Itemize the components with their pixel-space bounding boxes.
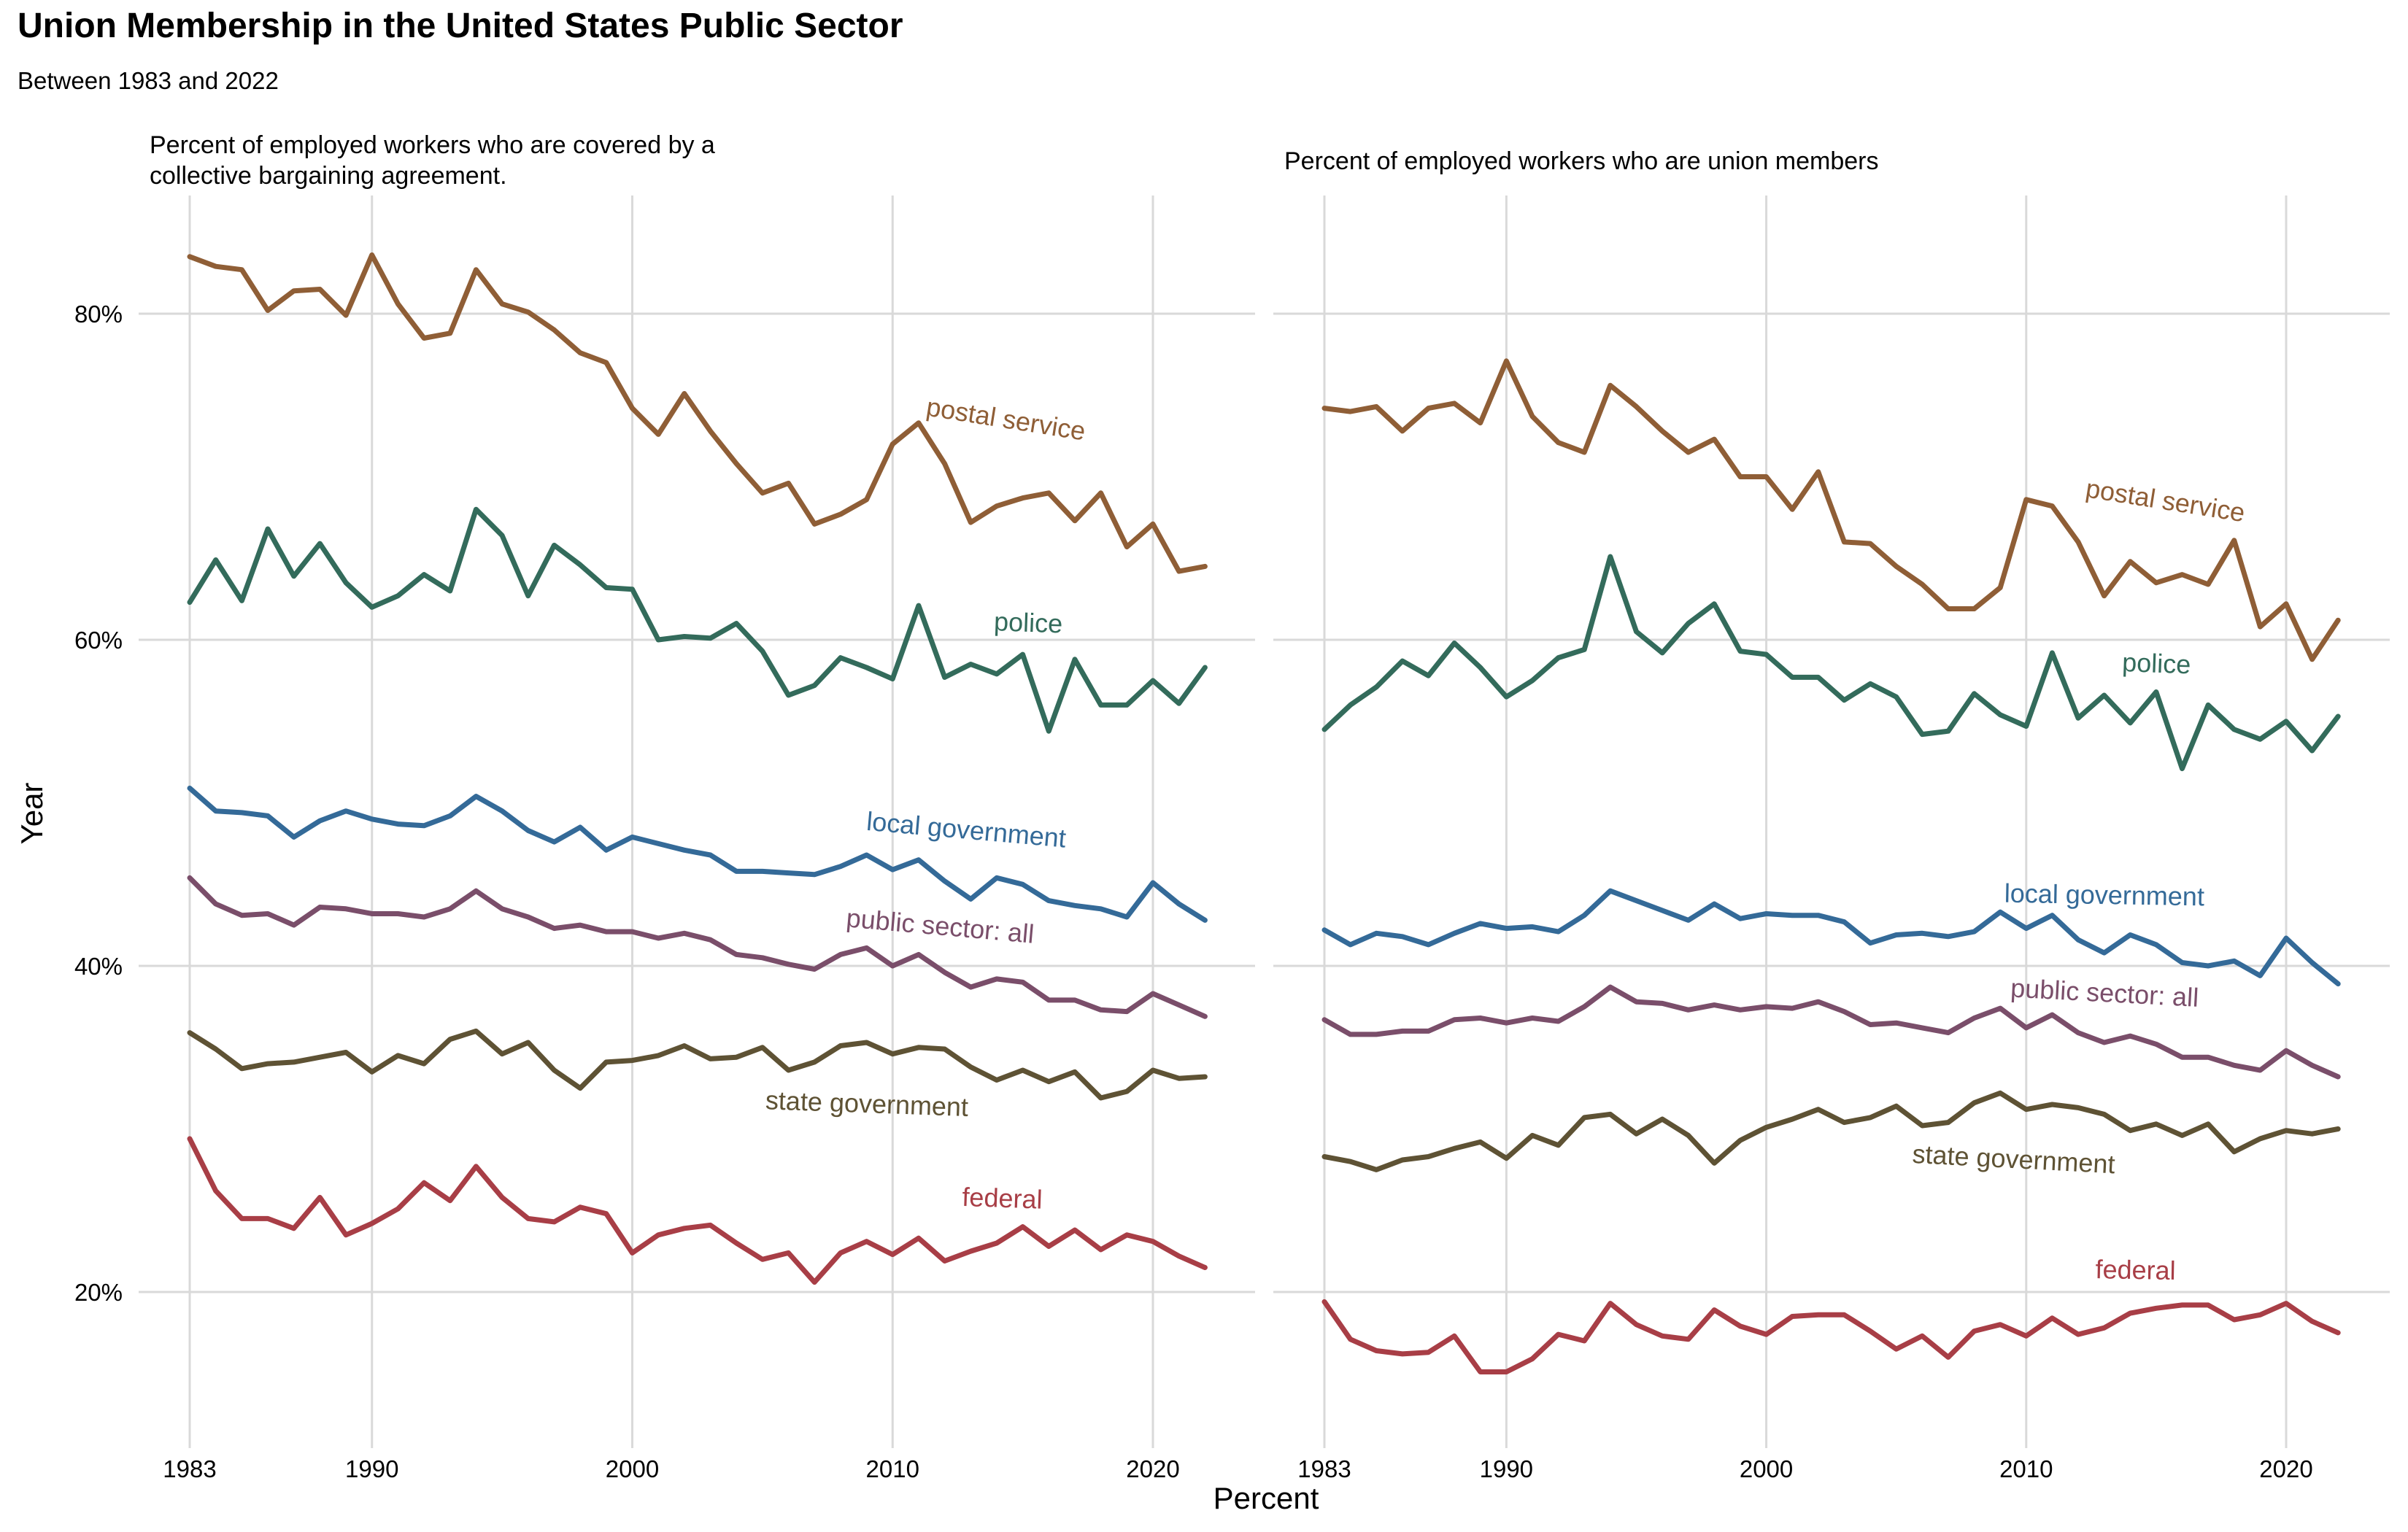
series-label: federal [962, 1182, 1043, 1215]
panel-title: Percent of employed workers who are unio… [1284, 147, 1879, 175]
series-label: local government [2004, 878, 2204, 912]
y-tick-label: 60% [74, 627, 123, 654]
x-tick-label: 2020 [1126, 1455, 1179, 1482]
series-line [1321, 1299, 2341, 1374]
series-label: public sector: all [845, 902, 1035, 948]
chart-subtitle: Between 1983 and 2022 [18, 67, 279, 94]
series-line [187, 785, 1208, 923]
y-axis-title: Year [15, 783, 49, 845]
series-label: police [993, 606, 1062, 638]
series-line [1321, 888, 2341, 987]
y-axis: 20% 40% 60% 80% [74, 301, 123, 1306]
x-tick-label: 1983 [163, 1455, 216, 1482]
panel-union-members: 1983 1990 2000 2010 2020 Percent of employed … [1273, 147, 2390, 1482]
chart-title: Union Membership in the United States Pu… [18, 7, 903, 45]
series-label: state government [765, 1085, 968, 1122]
series-label: federal [2095, 1254, 2176, 1285]
series-line [187, 1028, 1208, 1101]
series-label: public sector: all [2010, 972, 2199, 1012]
panel-title: Percent of employed workers who are cove… [150, 131, 715, 190]
x-tick-label: 2010 [866, 1455, 919, 1482]
series-label: police [2122, 647, 2191, 679]
panel-collective-bargaining: 1983 1990 2000 2010 2020 Percent of employed … [139, 131, 1255, 1482]
series-line [187, 252, 1208, 574]
y-tick-label: 80% [74, 301, 123, 328]
y-tick-label: 20% [74, 1279, 123, 1306]
series-label: postal service [2084, 473, 2247, 527]
x-tick-label: 2000 [606, 1455, 659, 1482]
series-label: state government [1912, 1139, 2116, 1180]
series-line [1321, 1090, 2341, 1172]
x-tick-label: 2020 [2259, 1455, 2312, 1482]
x-axis-title: Percent [1213, 1481, 1319, 1515]
series-line [1321, 554, 2341, 772]
series-line [1321, 358, 2341, 662]
series-line [1321, 984, 2341, 1080]
y-tick-label: 40% [74, 953, 123, 980]
x-tick-label: 1983 [1297, 1455, 1351, 1482]
series-line [187, 1136, 1208, 1285]
x-tick-label: 2010 [1999, 1455, 2053, 1482]
x-tick-label: 2000 [1740, 1455, 1793, 1482]
x-tick-label: 1990 [1480, 1455, 1533, 1482]
x-tick-label: 1990 [345, 1455, 398, 1482]
series-label: postal service [925, 392, 1088, 446]
series-line [187, 506, 1208, 734]
series-label: local government [865, 806, 1068, 854]
series-line [187, 875, 1208, 1019]
